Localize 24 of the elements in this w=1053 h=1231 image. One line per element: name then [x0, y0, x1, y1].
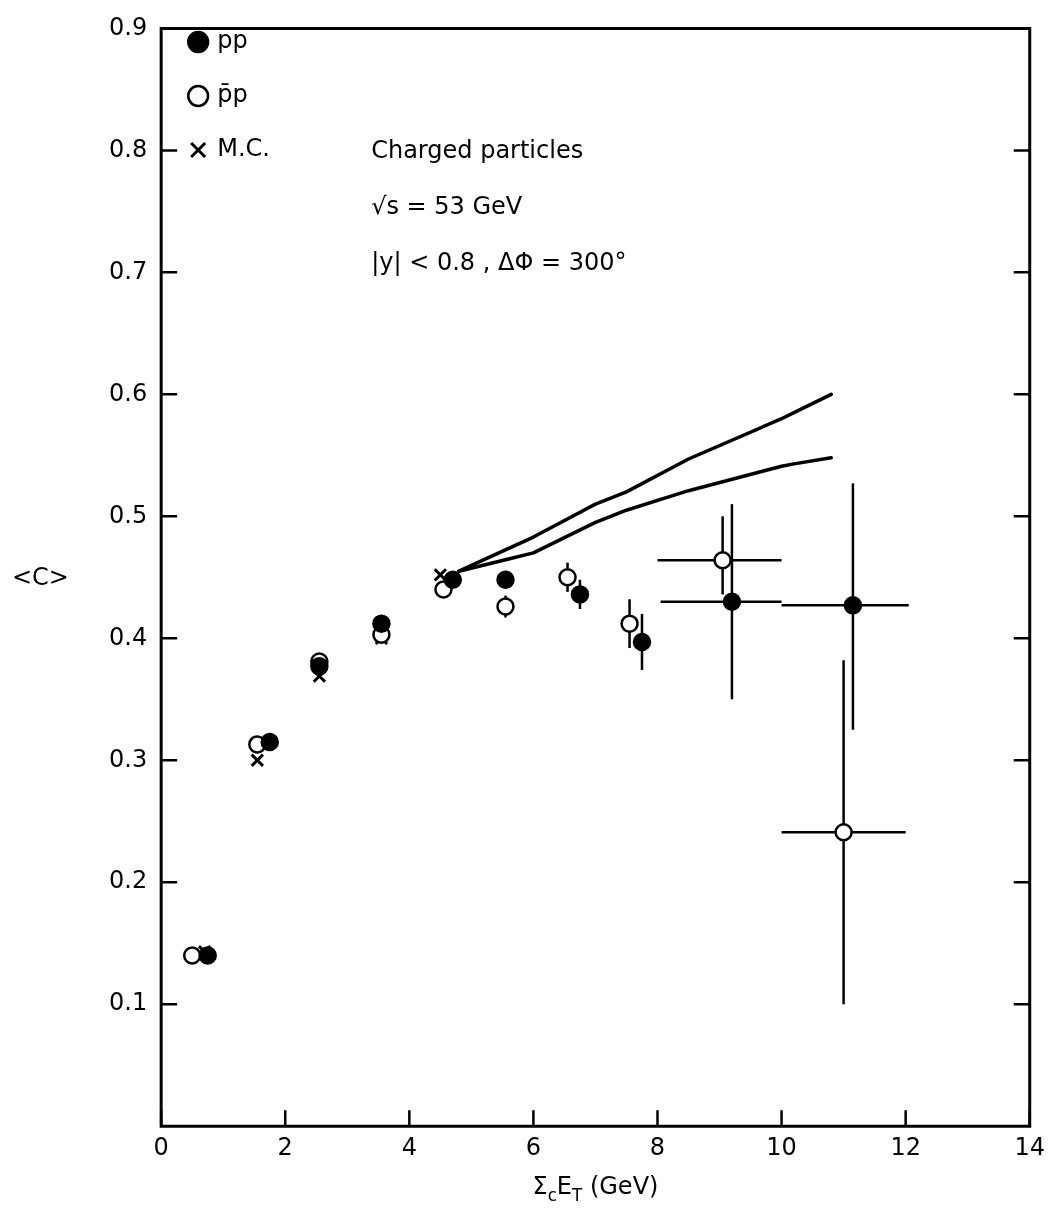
y-tick-label: 0.5 — [109, 500, 148, 529]
x-tick-label: 8 — [649, 1132, 666, 1161]
x-tick-label: 4 — [401, 1132, 417, 1161]
y-tick-label: 0.8 — [109, 134, 148, 163]
x-tick-label: 12 — [890, 1132, 921, 1161]
x-tick-label: 0 — [153, 1132, 169, 1161]
y-axis-title: <C> — [12, 563, 69, 592]
y-tick-label: 0.1 — [109, 988, 148, 1017]
legend-label: pp — [217, 26, 248, 55]
y-tick-label: 0.7 — [109, 256, 148, 285]
y-tick-label: 0.2 — [109, 866, 148, 895]
legend-label: p̄p — [217, 80, 248, 109]
annotation: √s = 53 GeV — [371, 192, 523, 221]
y-tick-label: 0.6 — [109, 378, 148, 407]
annotation: |y| < 0.8 , ΔΦ = 300° — [371, 248, 627, 277]
x-tick-label: 14 — [1014, 1132, 1045, 1161]
y-tick-label: 0.9 — [109, 12, 148, 41]
x-tick-label: 10 — [766, 1132, 797, 1161]
legend-label: M.C. — [217, 134, 270, 163]
y-tick-label: 0.4 — [109, 622, 148, 651]
x-tick-label: 6 — [525, 1132, 542, 1161]
y-tick-label: 0.3 — [109, 744, 148, 773]
x-tick-label: 2 — [277, 1132, 293, 1161]
annotation: Charged particles — [371, 136, 584, 165]
